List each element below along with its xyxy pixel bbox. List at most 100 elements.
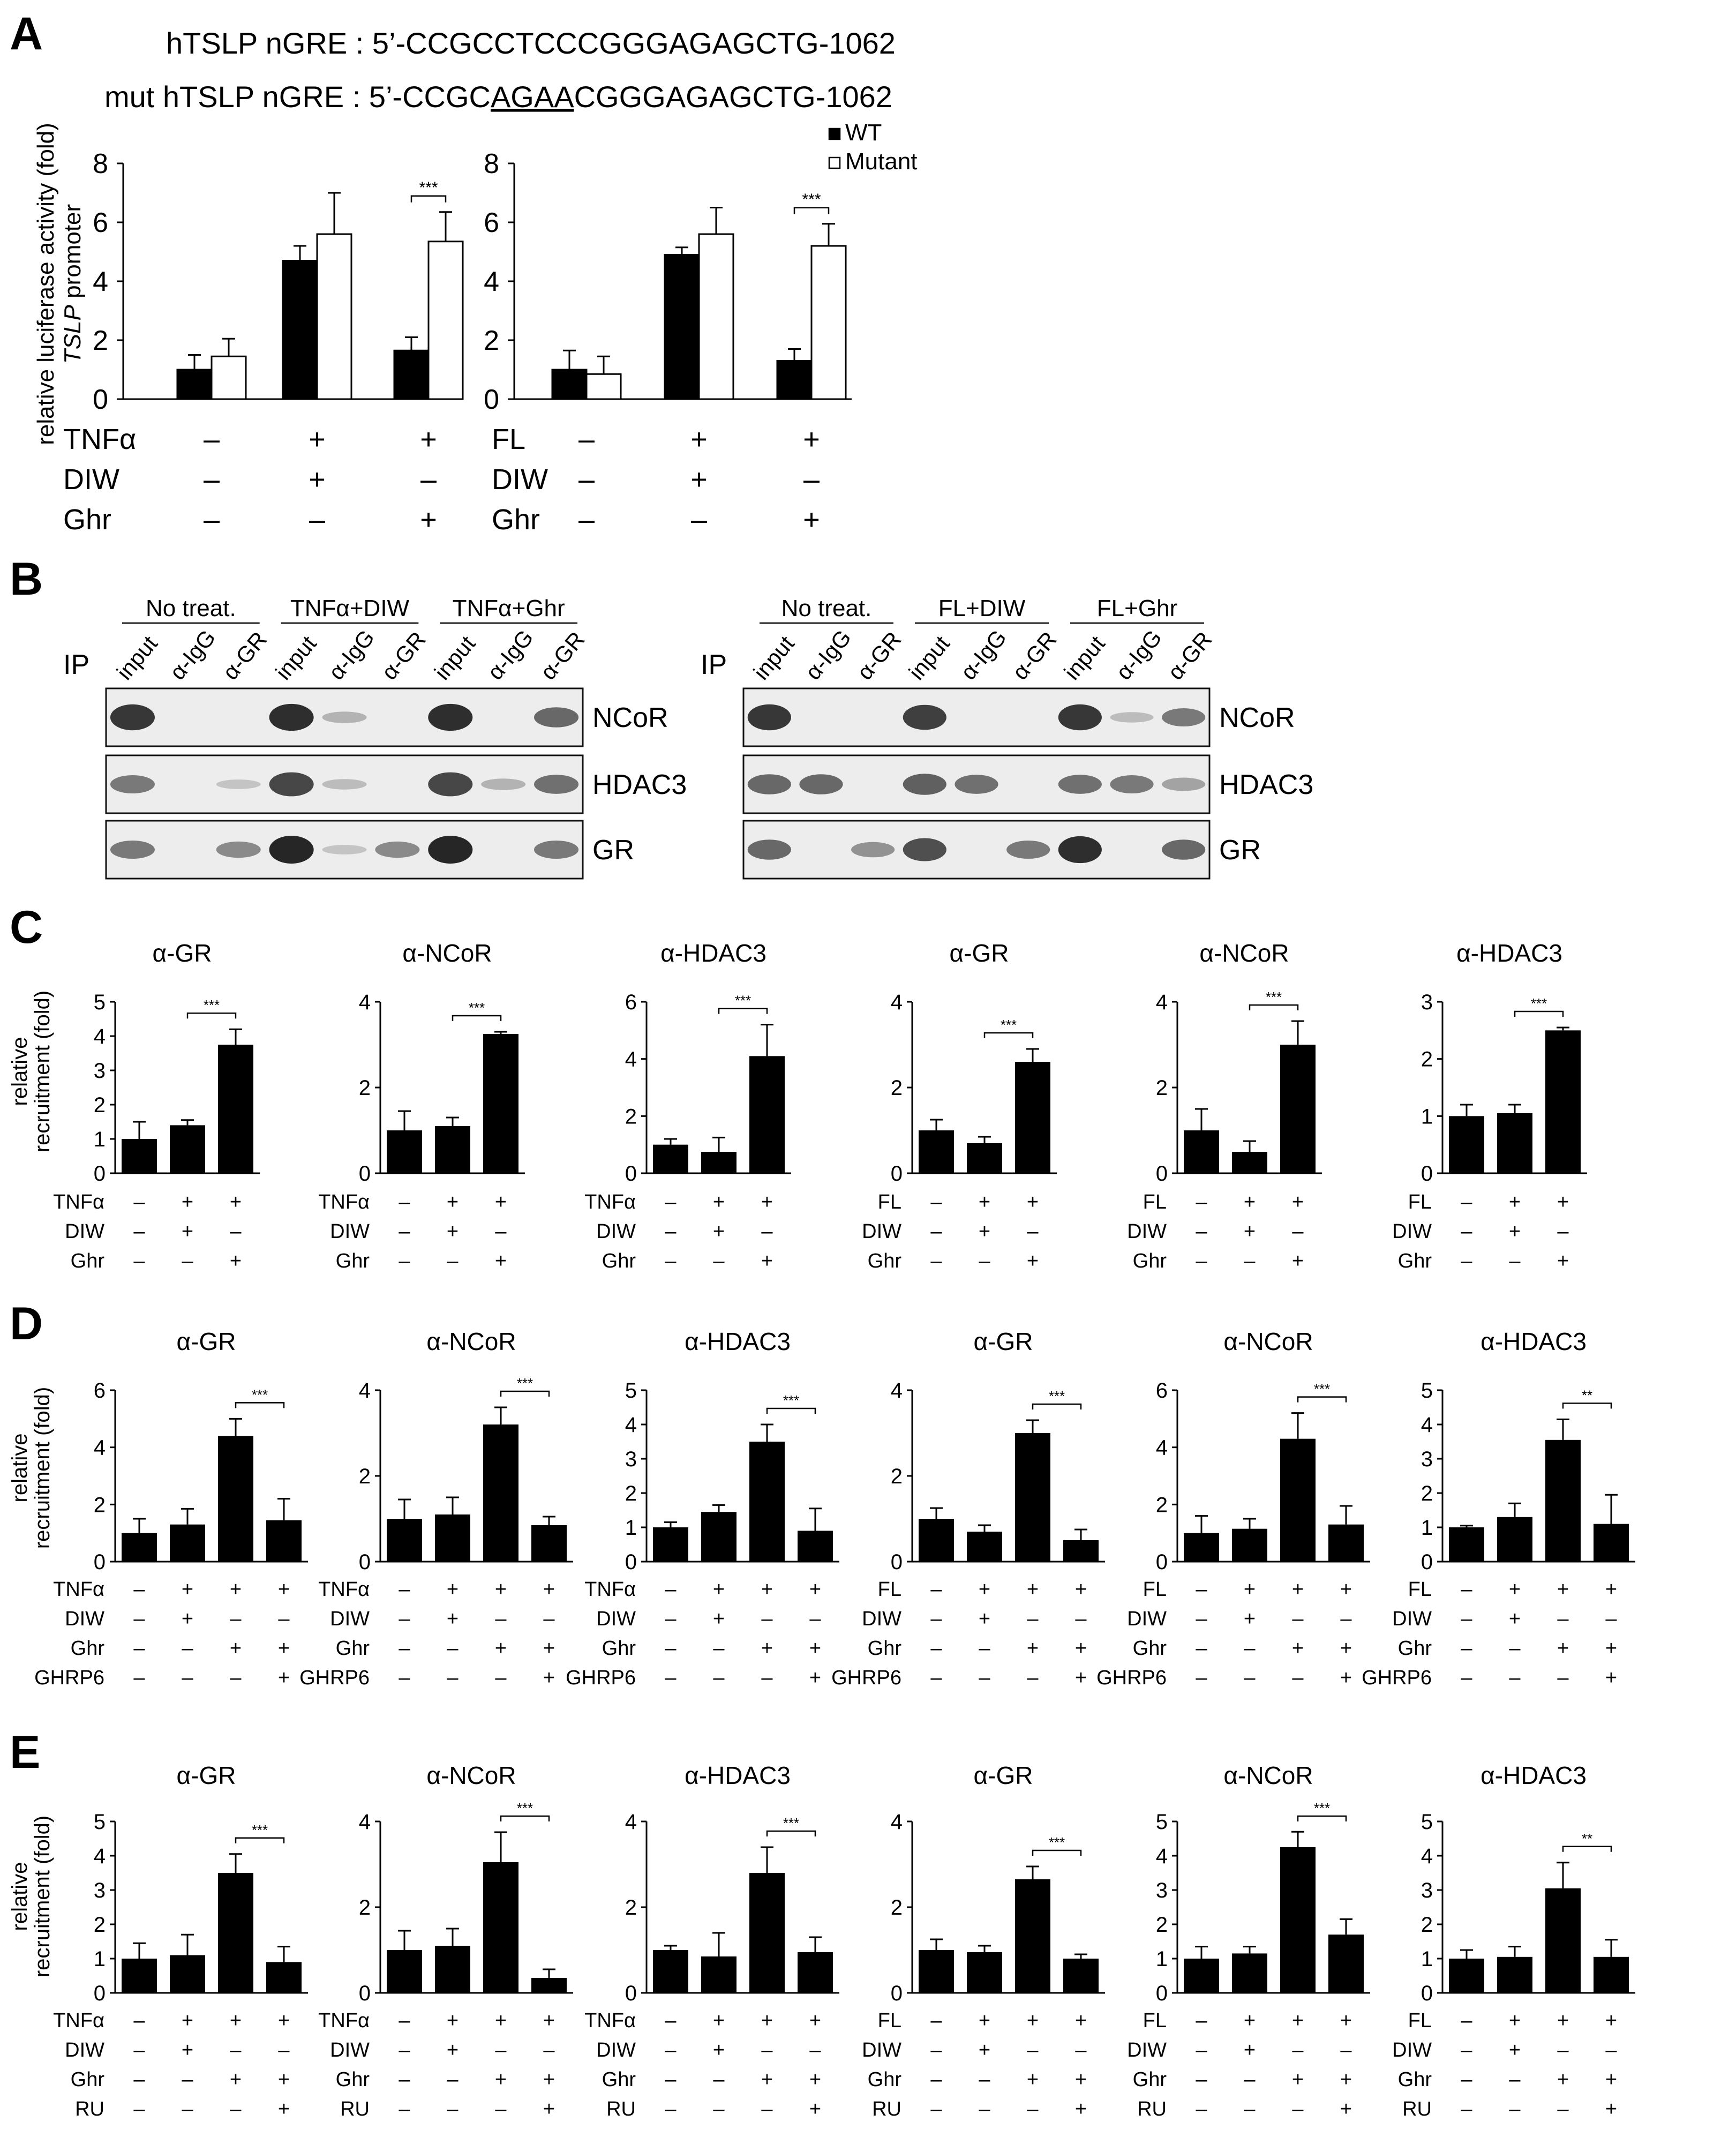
condition-sign: + <box>809 2009 821 2032</box>
condition-sign: – <box>133 1250 145 1272</box>
blot-band <box>851 842 895 858</box>
condition-sign: + <box>809 1637 821 1660</box>
bar <box>1280 1847 1316 1993</box>
condition-label: TNFα <box>584 2009 636 2032</box>
y-tick-label: 6 <box>94 1379 106 1403</box>
blot-group-label: No treat. <box>781 595 872 621</box>
condition-sign: + <box>420 423 437 455</box>
condition-sign: – <box>1196 1667 1207 1689</box>
panel-a-ylabel: relative luciferase activity (fold) <box>33 123 59 445</box>
bar <box>1449 1959 1484 1993</box>
chart-title: α-NCoR <box>1223 1328 1313 1355</box>
condition-sign: – <box>1461 1191 1472 1213</box>
condition-sign: – <box>930 1578 942 1601</box>
condition-label: FL <box>1408 2009 1432 2032</box>
condition-sign: + <box>1509 1608 1521 1630</box>
bar <box>1497 1517 1532 1562</box>
panel-d-chart-0: α-GR 0 2 4 6 *** TNFα – + + + DIW – + – – Ghr – – + + GHRP6 – –… <box>34 1328 308 1689</box>
blot-band <box>534 775 579 794</box>
condition-sign: + <box>979 1578 990 1601</box>
condition-label: Ghr <box>71 2068 105 2091</box>
condition-sign: – <box>930 2009 942 2032</box>
condition-sign: – <box>204 423 220 455</box>
blot-band <box>375 841 420 858</box>
condition-sign: + <box>309 423 326 455</box>
condition-sign: – <box>1509 1637 1521 1660</box>
condition-sign: – <box>1196 2009 1207 2032</box>
legend-label: WT <box>845 119 882 146</box>
y-tick-label: 6 <box>1156 1379 1168 1403</box>
condition-sign: + <box>543 1667 555 1689</box>
condition-label: TNFα <box>63 423 136 455</box>
blot-band <box>322 779 367 790</box>
bar-mutant <box>585 373 622 400</box>
legend-swatch <box>828 128 841 140</box>
condition-sign: + <box>278 2068 290 2091</box>
condition-sign: – <box>1509 2098 1521 2120</box>
bar <box>1545 1030 1581 1173</box>
condition-sign: – <box>713 1667 725 1689</box>
condition-sign: – <box>182 2098 193 2120</box>
condition-sign: – <box>1027 2098 1039 2120</box>
condition-sign: – <box>1461 2098 1472 2120</box>
condition-sign: + <box>1244 1220 1256 1243</box>
condition-sign: + <box>447 2009 459 2032</box>
bar <box>122 1139 157 1173</box>
blot-band <box>955 775 998 794</box>
chart-title: α-HDAC3 <box>1481 1328 1587 1355</box>
y-tick-label: 2 <box>625 1105 637 1128</box>
lane-label: α-GR <box>852 627 906 685</box>
condition-sign: + <box>182 1191 193 1213</box>
condition-label: RU <box>606 2098 636 2120</box>
y-tick-label: 3 <box>94 1879 106 1902</box>
blot-row-label: NCoR <box>1219 702 1295 733</box>
condition-label: DIW <box>1127 2039 1167 2061</box>
condition-label: TNFα <box>53 1191 104 1213</box>
condition-sign: + <box>278 2098 290 2120</box>
condition-sign: – <box>1244 1667 1256 1689</box>
bar <box>218 1045 253 1173</box>
condition-sign: – <box>399 2009 410 2032</box>
bar <box>170 1524 205 1562</box>
condition-sign: – <box>761 2098 773 2120</box>
bar <box>1449 1116 1484 1173</box>
bar <box>1015 1433 1050 1562</box>
condition-sign: + <box>1557 2009 1569 2032</box>
condition-sign: – <box>930 1191 942 1213</box>
condition-label: Ghr <box>1398 1250 1432 1272</box>
condition-sign: + <box>803 504 820 536</box>
blot-row-label: HDAC3 <box>592 769 687 800</box>
bar <box>435 1514 470 1562</box>
condition-sign: + <box>278 1667 290 1689</box>
y-tick-label: 3 <box>625 1448 637 1471</box>
bar <box>1545 1888 1581 1993</box>
condition-label: FL <box>1408 1191 1432 1213</box>
panel-letter-a: A <box>10 8 43 59</box>
condition-sign: – <box>495 2039 507 2061</box>
condition-sign: – <box>447 1637 459 1660</box>
bar <box>1280 1045 1316 1173</box>
sig-bracket <box>1032 1849 1082 1856</box>
lane-label: input <box>111 631 162 685</box>
legend-swatch <box>828 156 841 169</box>
condition-sign: – <box>543 1608 555 1630</box>
condition-sign: – <box>1461 1667 1472 1689</box>
condition-sign: + <box>420 504 437 536</box>
y-tick-label: 4 <box>359 1810 371 1834</box>
blot-band <box>269 836 314 864</box>
panel-letter-e: E <box>10 1727 40 1778</box>
sig-label: *** <box>204 997 220 1013</box>
y-tick-label: 1 <box>94 1947 106 1971</box>
condition-sign: – <box>665 1191 677 1213</box>
y-tick-label: 4 <box>359 1379 371 1403</box>
condition-sign: – <box>1196 1191 1207 1213</box>
condition-label: Ghr <box>1133 2068 1167 2091</box>
condition-sign: + <box>1509 2039 1521 2061</box>
lane-label: input <box>1059 631 1110 685</box>
y-tick-label: 4 <box>1156 1844 1168 1868</box>
y-tick-label: 4 <box>1421 1413 1433 1437</box>
chart-title: α-GR <box>177 1328 236 1355</box>
bar <box>435 1946 470 1993</box>
blot-band <box>428 772 473 797</box>
